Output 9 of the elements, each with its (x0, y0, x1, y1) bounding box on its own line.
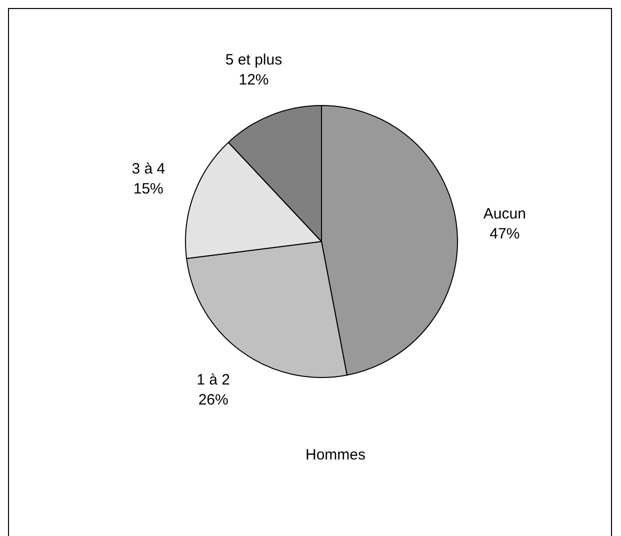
slice-label: 3 à 4 (132, 160, 166, 178)
slice-label: Aucun (483, 205, 526, 222)
slice-label: 5 et plus (225, 52, 282, 69)
data-label: 15% (133, 180, 164, 198)
text: Hommes (305, 446, 366, 464)
data-label: 12% (238, 72, 269, 89)
data-label: 47% (490, 225, 520, 242)
slice-label: 1 à 2 (196, 372, 230, 388)
data-label: 26% (198, 392, 228, 408)
